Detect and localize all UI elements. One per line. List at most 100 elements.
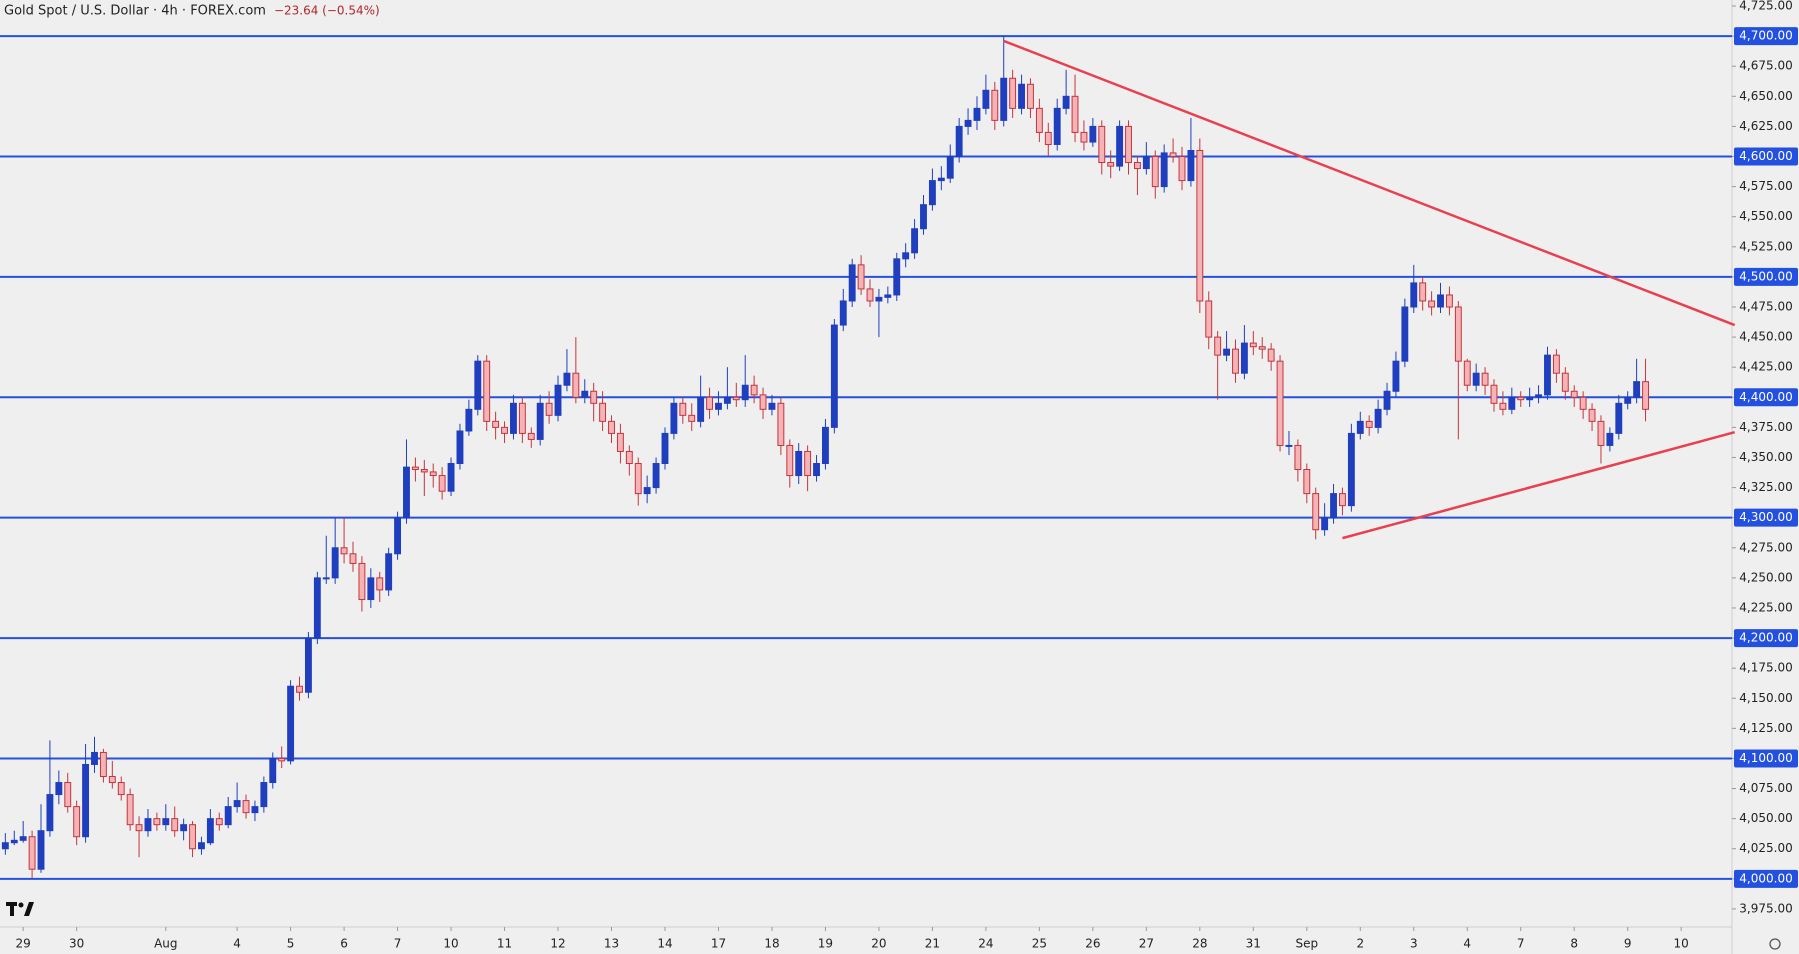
candle-body [1508,396,1516,410]
candle-body [1214,336,1222,356]
candle-body [937,177,945,182]
candle-body [608,420,615,434]
candle-body [857,264,865,290]
y-tick-label: 4,200.00 [1739,631,1792,645]
candle-body [821,426,829,464]
y-tick-label: 4,250.00 [1739,570,1792,584]
x-tick-label: 17 [711,937,726,951]
candle-body [456,430,464,465]
candle-body [590,390,598,404]
candle-body [1615,402,1623,434]
candle-body [394,517,402,555]
candle-body [358,562,366,601]
candle-body [1588,408,1596,422]
candle-body [884,294,892,298]
y-tick-label: 4,050.00 [1739,811,1792,825]
level-label-box [1734,749,1798,768]
x-tick-label: 4 [1463,937,1471,951]
y-tick-label: 4,525.00 [1739,239,1792,253]
y-tick-label: 4,625.00 [1739,119,1792,133]
candle-body [768,402,776,410]
candle-body [180,824,188,832]
x-tick-label: Aug [154,937,177,951]
trend-line [1342,430,1736,540]
x-tick-label: 25 [1032,937,1047,951]
candle-body [1232,348,1239,374]
candle-body [465,408,473,432]
header-background [0,0,420,22]
candle-body [902,252,910,260]
y-tick-label: 3,975.00 [1739,901,1792,915]
candle-body [1089,125,1097,143]
y-tick-label: 4,575.00 [1739,179,1792,193]
y-tick-label: 4,225.00 [1739,600,1792,614]
candle-body [911,228,919,254]
candle-body [1249,342,1257,348]
candle-body [429,471,437,477]
y-tick-label: 4,650.00 [1739,89,1792,103]
candle-body [1027,83,1034,109]
candle-body [1044,131,1052,145]
candle-body [99,751,107,778]
candle-body [278,757,286,762]
x-tick-label: 14 [657,937,672,951]
candle-body [474,360,482,410]
candle-body [973,107,981,121]
y-tick-label: 4,350.00 [1739,450,1792,464]
x-tick-label: 5 [287,937,295,951]
settings-icon[interactable] [1769,938,1781,950]
candle-body [46,794,54,832]
level-label-box [1734,27,1798,46]
candle-body [1481,372,1489,386]
level-label-box [1734,869,1798,888]
y-tick-label: 4,425.00 [1739,360,1792,374]
candle-body [1169,152,1177,158]
candle-body [1125,125,1132,164]
plot-area [0,35,1736,880]
x-tick-label: 4 [233,937,241,951]
candle-body [242,800,250,814]
candle-body [759,394,767,410]
price-change: −23.64 (−0.54%) [274,4,380,18]
candle-body [376,577,384,591]
candle-body [991,89,999,121]
x-tick-label: 24 [978,937,993,951]
candle-body [135,824,143,832]
candle-body [697,396,705,422]
candle-body [1606,432,1614,446]
y-tick-label: 4,100.00 [1739,751,1792,765]
candle-body [331,547,339,579]
x-tick-label: 2 [1356,937,1364,951]
candle-body [1071,95,1079,133]
candle-body [420,469,428,473]
candle-body [1035,107,1043,133]
candle-body [1187,149,1195,182]
logo-part [24,902,34,916]
candle-body [1107,162,1115,167]
y-tick-label: 4,500.00 [1739,269,1792,283]
candle-body [1178,156,1186,182]
candle-body [198,842,205,850]
candle-body [1312,493,1320,531]
candle-body [795,450,803,477]
candle-body [1276,360,1284,446]
candle-body [189,824,196,850]
candle-body [37,830,45,870]
candle-body [777,402,785,446]
x-tick-label: 7 [1517,937,1525,951]
candle-body [162,818,170,826]
candle-body [563,372,571,386]
candle-body [447,463,455,492]
candle-body [848,264,856,302]
candle-body [1223,348,1231,356]
candle-body [1535,394,1543,398]
y-tick-label: 4,000.00 [1739,871,1792,885]
candle-body [1570,390,1578,398]
candle-body [251,806,259,814]
x-tick-label: 8 [1570,937,1578,951]
y-tick-label: 4,400.00 [1739,390,1792,404]
candle-body [1142,156,1150,170]
candle-body [1633,381,1641,398]
candle-body [510,402,517,434]
y-tick-label: 4,125.00 [1739,721,1792,735]
